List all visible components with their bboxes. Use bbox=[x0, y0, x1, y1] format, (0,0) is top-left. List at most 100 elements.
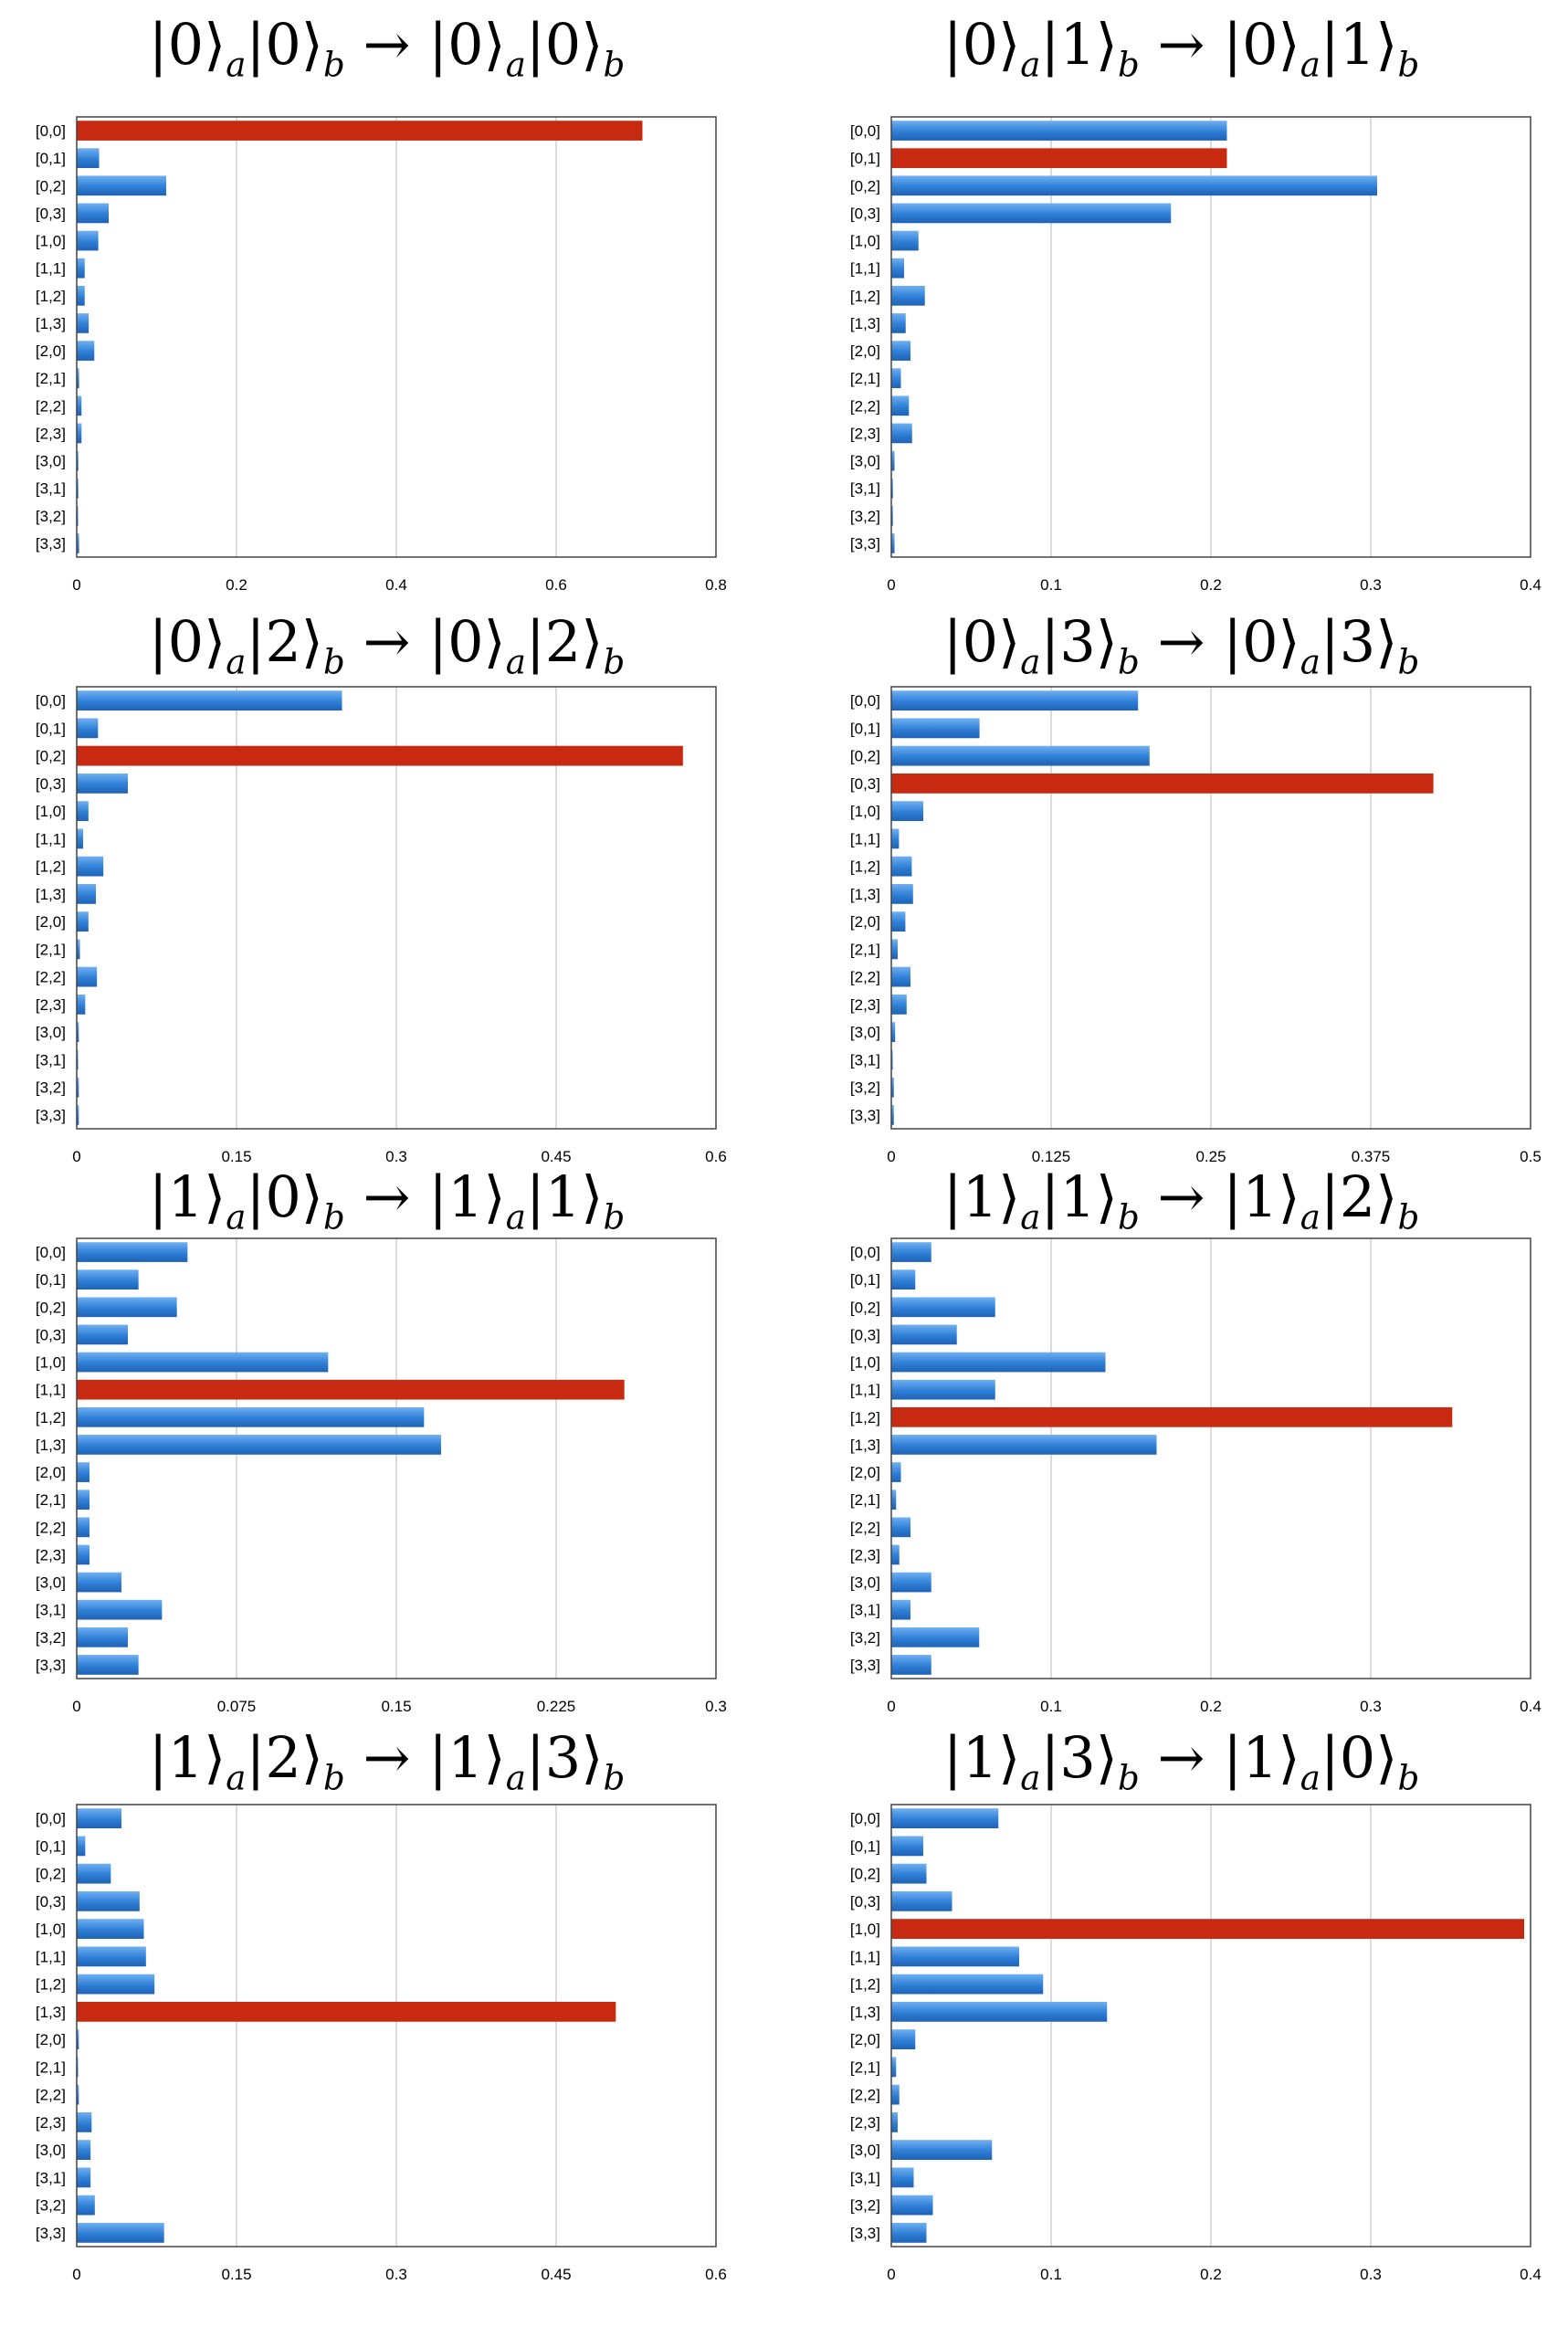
ket-3: |0⟩a bbox=[1223, 11, 1321, 85]
tick-label: 0.3 bbox=[385, 1148, 407, 1165]
ket-label: 1 bbox=[1242, 1163, 1279, 1230]
bar bbox=[891, 313, 906, 333]
ket-label: 1 bbox=[962, 1163, 999, 1230]
category-label: [0,1] bbox=[36, 150, 66, 167]
category-label: [3,2] bbox=[36, 2197, 66, 2215]
ket-4: |2⟩b bbox=[1320, 1163, 1420, 1237]
bar bbox=[77, 801, 89, 822]
tick-label: 0.6 bbox=[545, 576, 567, 594]
ket-label: 2 bbox=[544, 608, 582, 675]
ket-2: |2⟩b bbox=[246, 608, 345, 682]
bar bbox=[891, 1572, 931, 1593]
category-label: [0,3] bbox=[36, 205, 66, 222]
ket-3: |0⟩a bbox=[428, 11, 526, 85]
bar-highlight bbox=[77, 745, 683, 766]
ket-subscript: b bbox=[603, 641, 626, 682]
ket-2: |2⟩b bbox=[246, 1724, 345, 1798]
ket-label: 1 bbox=[962, 1724, 999, 1791]
category-label: [1,1] bbox=[36, 830, 66, 847]
ket-subscript: b bbox=[323, 44, 345, 85]
bar bbox=[891, 1517, 910, 1538]
bar bbox=[77, 313, 89, 333]
bar bbox=[77, 1974, 155, 1995]
ket-subscript: a bbox=[226, 1757, 247, 1798]
ket-label: 0 bbox=[265, 11, 301, 78]
bar bbox=[891, 258, 904, 279]
bar bbox=[891, 533, 895, 553]
bar bbox=[77, 1863, 111, 1884]
bar bbox=[77, 423, 82, 444]
category-label: [1,0] bbox=[36, 1354, 66, 1372]
bar bbox=[77, 1324, 128, 1345]
ket-subscript: a bbox=[1300, 44, 1321, 85]
bar bbox=[77, 966, 98, 987]
ket-label: 1 bbox=[167, 1724, 205, 1791]
bar bbox=[77, 1890, 140, 1911]
ket-subscript: a bbox=[1020, 44, 1041, 85]
bar bbox=[891, 1599, 910, 1620]
category-label: [3,3] bbox=[36, 1107, 66, 1124]
arrow-icon: → bbox=[1139, 11, 1224, 78]
category-label: [3,0] bbox=[36, 2142, 66, 2159]
category-label: [1,3] bbox=[36, 2004, 66, 2021]
bar bbox=[77, 2167, 91, 2188]
ket-subscript: a bbox=[1300, 1196, 1321, 1237]
category-label: [3,2] bbox=[36, 1079, 66, 1097]
bar bbox=[77, 828, 83, 849]
ket-3: |1⟩a bbox=[428, 1724, 526, 1798]
bar bbox=[891, 1974, 1044, 1995]
ket-label: 0 bbox=[1242, 11, 1279, 78]
tick-label: 0.3 bbox=[705, 1698, 727, 1715]
category-label: [3,1] bbox=[850, 1051, 880, 1068]
bar bbox=[891, 994, 907, 1015]
category-label: [3,0] bbox=[850, 1574, 880, 1592]
category-label: [2,0] bbox=[850, 342, 880, 360]
category-label: [2,1] bbox=[850, 1491, 880, 1509]
category-label: [1,1] bbox=[850, 1948, 880, 1965]
ket-label: 0 bbox=[265, 1163, 301, 1230]
ket-4: |2⟩b bbox=[525, 608, 626, 682]
tick-label: 0 bbox=[72, 1698, 80, 1715]
bar-chart: [0,0] [0,1] [0,2] [0,3] [1,0] [1,1] [1,2] [1,3]… bbox=[36, 116, 727, 594]
category-label: [3,1] bbox=[36, 1051, 66, 1068]
category-label: [2,3] bbox=[36, 996, 66, 1014]
ket-2: |0⟩b bbox=[246, 1163, 345, 1237]
ket-label: 1 bbox=[1242, 1724, 1279, 1791]
bar bbox=[77, 1104, 79, 1125]
category-label: [1,1] bbox=[850, 260, 880, 278]
ket-subscript: b bbox=[1118, 641, 1140, 682]
bar bbox=[891, 745, 1150, 766]
bar bbox=[891, 1655, 931, 1675]
arrow-icon: → bbox=[344, 1724, 429, 1791]
tick-label: 0.15 bbox=[221, 1148, 251, 1165]
tick-label: 0.4 bbox=[1520, 2266, 1542, 2283]
bar-highlight bbox=[891, 1919, 1524, 1940]
ket-label: 1 bbox=[447, 1163, 484, 1230]
category-label: [2,2] bbox=[850, 2087, 880, 2104]
ket-1: |0⟩a bbox=[148, 11, 247, 85]
ket-subscript: a bbox=[1300, 1757, 1321, 1798]
bar bbox=[77, 690, 342, 711]
bar bbox=[891, 121, 1227, 141]
bar bbox=[77, 1077, 79, 1098]
ket-label: 1 bbox=[447, 1724, 484, 1791]
bar bbox=[891, 1104, 894, 1125]
category-label: [3,0] bbox=[850, 1024, 880, 1041]
bar bbox=[891, 2222, 927, 2243]
bar bbox=[891, 2029, 916, 2050]
bar bbox=[891, 478, 893, 499]
tick-label: 0 bbox=[72, 576, 80, 594]
ket-label: 3 bbox=[1059, 1724, 1096, 1791]
category-label: [2,1] bbox=[850, 2058, 880, 2076]
category-label: [0,2] bbox=[36, 1299, 66, 1316]
bar bbox=[77, 450, 79, 471]
bar bbox=[77, 1808, 121, 1829]
category-label: [0,1] bbox=[36, 1837, 66, 1855]
chart-title: |1⟩a|3⟩b → |1⟩a|0⟩b bbox=[795, 1730, 1568, 1795]
bar bbox=[891, 2111, 898, 2132]
ket-3: |0⟩a bbox=[428, 608, 526, 682]
bar bbox=[77, 1269, 139, 1290]
category-label: [2,0] bbox=[850, 913, 880, 931]
category-label: [1,3] bbox=[36, 315, 66, 332]
